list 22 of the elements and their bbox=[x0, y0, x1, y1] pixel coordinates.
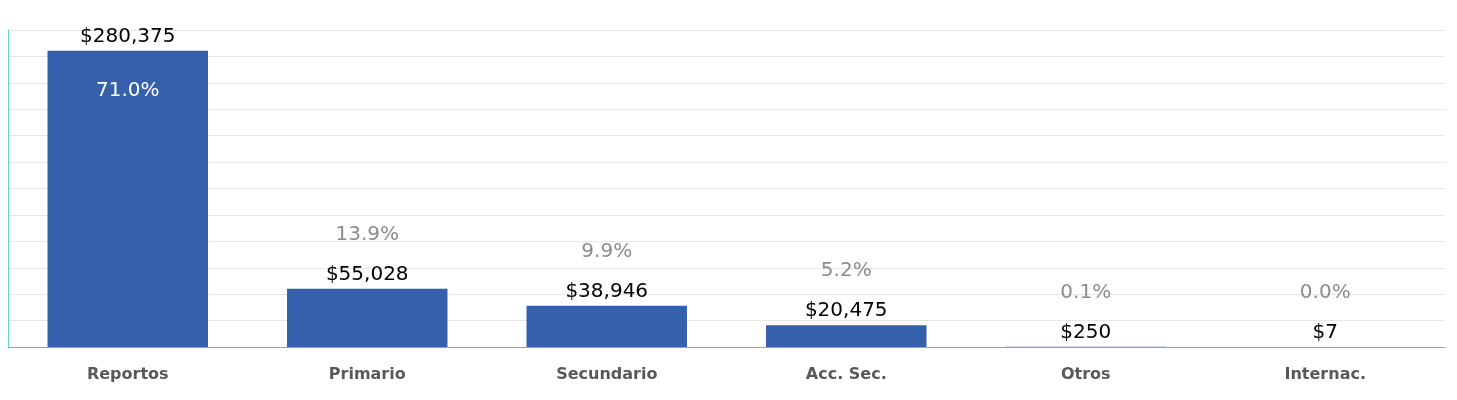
bar bbox=[526, 305, 687, 347]
x-tick-label: Otros bbox=[1060, 363, 1111, 383]
bar bbox=[766, 325, 927, 347]
annotation: 0.1% bbox=[1060, 278, 1112, 303]
annotation: 0.0% bbox=[1299, 278, 1351, 303]
annotation: 13.9% bbox=[335, 220, 400, 245]
x-tick-label: Primario bbox=[328, 363, 406, 383]
bar bbox=[47, 50, 208, 347]
data-label: $280,375 bbox=[80, 22, 176, 47]
data-label: $38,946 bbox=[565, 277, 649, 302]
data-label: $20,475 bbox=[804, 297, 888, 322]
x-tick-label: Reportos bbox=[86, 363, 169, 383]
annotation: 5.2% bbox=[820, 257, 872, 282]
data-label: $55,028 bbox=[325, 260, 409, 285]
x-tick-label: Secundario bbox=[556, 363, 658, 383]
data-label: $7 bbox=[1312, 318, 1338, 343]
x-tick-label: Internac. bbox=[1284, 363, 1366, 383]
data-label: $250 bbox=[1060, 318, 1112, 343]
x-tick-label: Acc. Sec. bbox=[805, 363, 887, 383]
annotation: 71.0% bbox=[95, 76, 160, 101]
bar bbox=[287, 288, 448, 347]
annotation: 9.9% bbox=[581, 237, 633, 262]
